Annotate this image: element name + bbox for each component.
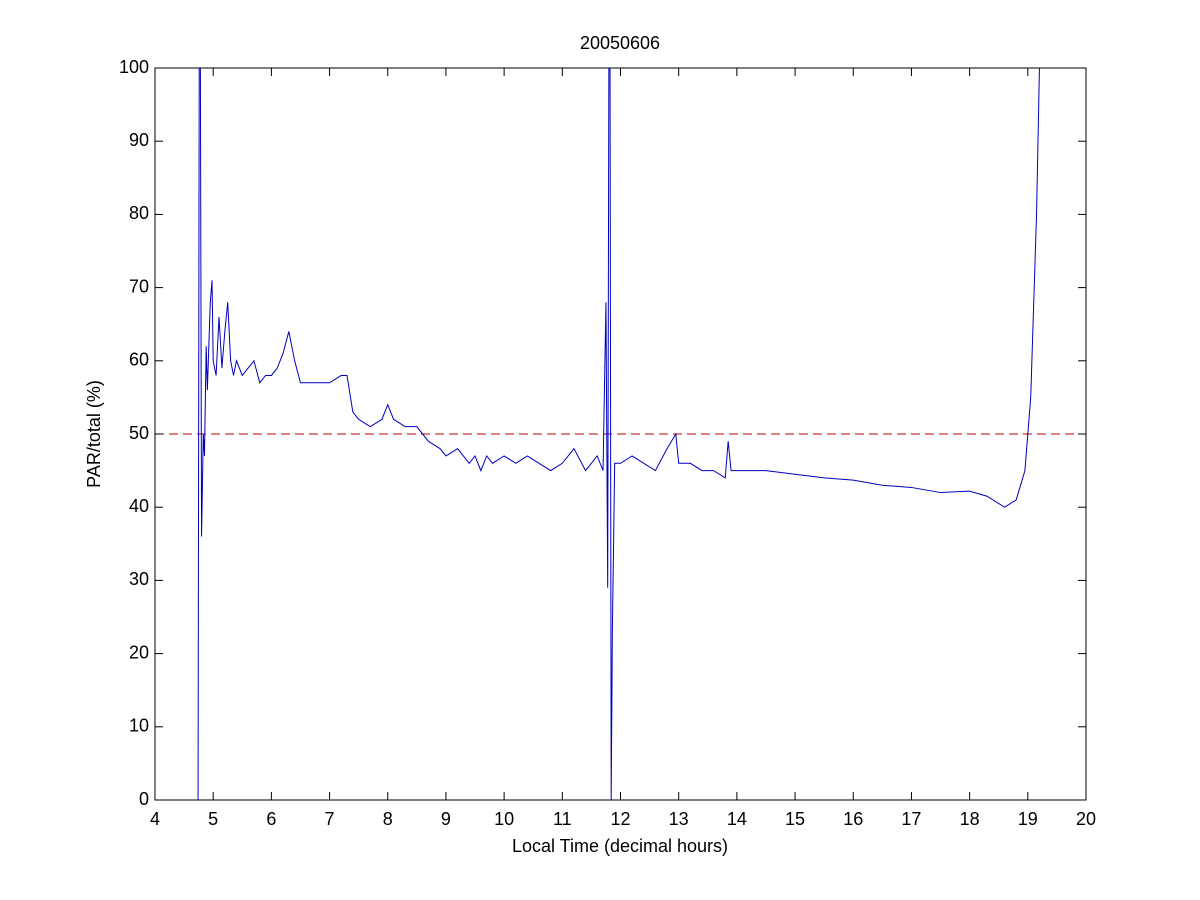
x-tick-label: 9: [441, 809, 451, 829]
x-tick-label: 12: [610, 809, 630, 829]
y-tick-label: 70: [129, 276, 149, 296]
y-tick-label: 60: [129, 350, 149, 370]
x-tick-label: 18: [960, 809, 980, 829]
y-tick-label: 80: [129, 203, 149, 223]
x-tick-label: 4: [150, 809, 160, 829]
plot-layer: [155, 68, 1086, 800]
x-tick-label: 13: [669, 809, 689, 829]
y-tick-label: 10: [129, 716, 149, 736]
y-axis-label: PAR/total (%): [84, 380, 104, 488]
x-tick-label: 14: [727, 809, 747, 829]
data-line: [197, 68, 1040, 800]
y-tick-label: 20: [129, 642, 149, 662]
y-tick-label: 40: [129, 496, 149, 516]
x-tick-label: 17: [901, 809, 921, 829]
chart-title: 20050606: [580, 33, 660, 53]
x-axis-label: Local Time (decimal hours): [512, 836, 728, 856]
y-tick-label: 50: [129, 423, 149, 443]
x-tick-label: 20: [1076, 809, 1096, 829]
x-tick-label: 15: [785, 809, 805, 829]
x-tick-label: 6: [266, 809, 276, 829]
x-tick-label: 8: [383, 809, 393, 829]
x-tick-label: 7: [325, 809, 335, 829]
y-tick-label: 100: [119, 57, 149, 77]
y-tick-label: 90: [129, 130, 149, 150]
x-tick-label: 16: [843, 809, 863, 829]
x-tick-label: 5: [208, 809, 218, 829]
y-tick-label: 0: [139, 789, 149, 809]
x-tick-label: 10: [494, 809, 514, 829]
y-tick-label: 30: [129, 569, 149, 589]
x-tick-label: 19: [1018, 809, 1038, 829]
x-tick-label: 11: [553, 809, 572, 829]
